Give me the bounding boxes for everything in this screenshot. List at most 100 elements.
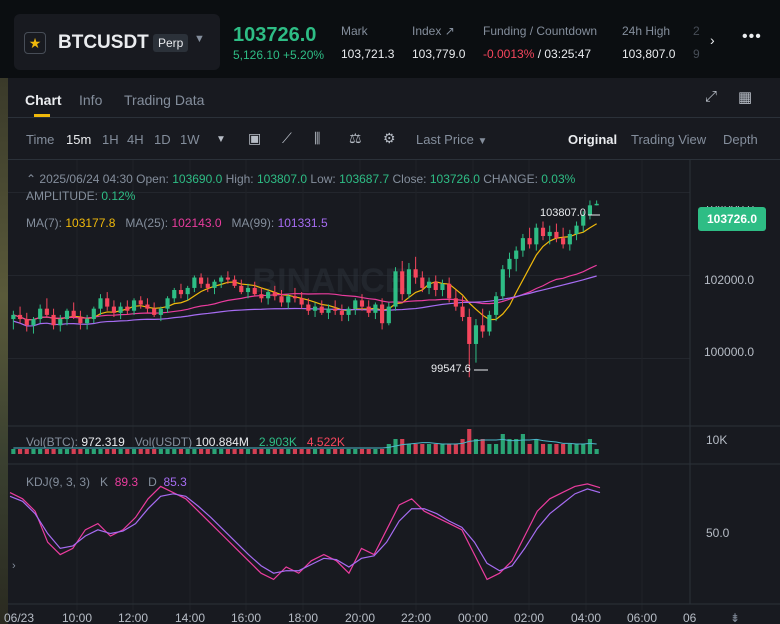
volume-bar (567, 444, 572, 454)
volume-bar (333, 449, 338, 454)
candle-body (91, 308, 96, 320)
view-depth[interactable]: Depth (723, 132, 758, 147)
more-icon[interactable]: ••• (742, 28, 762, 45)
stat-mark: Mark 103,721.3 (341, 24, 394, 61)
interval-1d[interactable]: 1D (154, 132, 171, 147)
view-original[interactable]: Original (568, 132, 618, 147)
volume-bar (359, 449, 365, 454)
volume-bar (574, 444, 579, 454)
volume-bar (561, 444, 566, 454)
time-axis-label: 06 (683, 611, 697, 624)
volume-bar (185, 449, 190, 454)
volume-bar (306, 449, 311, 454)
interval-4h[interactable]: 4H (127, 132, 144, 147)
chart-panel (8, 78, 780, 624)
layout-grid-icon[interactable]: ▦ (738, 89, 753, 106)
calendar-icon[interactable]: ▣ (248, 130, 262, 146)
ohlc-info: ⌃ 2025/06/24 04:30 Open: 103690.0 High: … (26, 171, 686, 205)
volume-bar (514, 439, 519, 454)
volume-bar (17, 449, 23, 454)
volume-bar (11, 449, 16, 454)
volume-bar (105, 449, 110, 454)
kdj-d-line (9, 488, 601, 574)
symbol-name[interactable]: BTCUSDT (58, 32, 149, 53)
change-label: CHANGE: (483, 172, 538, 186)
time-axis-reset-icon[interactable]: ⇟ (730, 611, 741, 624)
volume-bar (520, 434, 525, 454)
volume-bar (71, 449, 76, 454)
candle-body (199, 277, 204, 284)
drawing-tools-icon[interactable]: ⚖ (349, 130, 362, 146)
candle-body (306, 304, 311, 311)
volume-bar (339, 449, 344, 454)
contract-type-badge: Perp (153, 34, 189, 52)
stat-value: 103,779.0 (412, 47, 466, 61)
volume-bar (547, 444, 552, 454)
ma25-label: MA(25): (125, 216, 169, 230)
candle-body (433, 281, 438, 290)
candle-body (138, 300, 143, 305)
volume-bar (245, 449, 251, 454)
volume-bar (239, 449, 244, 454)
expand-icon[interactable]: ⤢ (705, 88, 718, 105)
kdj-k-value: 89.3 (114, 475, 139, 489)
tab-info[interactable]: Info (79, 92, 103, 108)
stat-value: 103,721.3 (341, 47, 395, 61)
volume-bar (534, 439, 539, 454)
time-axis-label: 06/23 (4, 611, 35, 624)
interval-15m[interactable]: 15m (66, 132, 92, 147)
volume-bar (131, 449, 137, 454)
gear-icon[interactable]: ⚙ (383, 130, 396, 146)
chevron-down-icon[interactable]: ▼ (194, 33, 205, 45)
candle-body (426, 281, 432, 288)
tab-trading-data[interactable]: Trading Data (124, 92, 205, 108)
candle-body (373, 304, 378, 313)
tab-chart[interactable]: Chart (25, 92, 62, 108)
volume-ma-line (13, 438, 597, 449)
candle-body (333, 308, 338, 311)
ohlc-datetime: 2025/06/24 04:30 (39, 172, 133, 186)
stat-value: 9 (693, 47, 700, 61)
candle-body (165, 298, 170, 309)
candle-body (125, 306, 130, 311)
candle-type-icon[interactable]: ⫼ (314, 130, 321, 146)
volume-bar (460, 439, 465, 454)
candle-body (145, 304, 150, 309)
candle-body (31, 319, 36, 326)
candle-body (547, 231, 552, 237)
volume-legend: Vol(BTC): 972.319 Vol(USDT) 100.884M 2.9… (26, 435, 345, 449)
volume-bar (192, 449, 197, 454)
vol-ma1-value: 2.903K (258, 435, 297, 449)
stat-truncated: 2 9 (693, 24, 703, 61)
volume-bar (64, 449, 70, 454)
favorite-star-icon[interactable]: ★ (24, 32, 46, 54)
stat-index[interactable]: Index ↗ 103,779.0 (412, 24, 465, 61)
low-label: Low: (310, 172, 336, 186)
chevron-right-icon[interactable]: › (710, 32, 715, 48)
candle-body (460, 306, 465, 317)
change-value: 0.03% (541, 172, 576, 186)
stat-label: 24h High (622, 24, 671, 38)
candle-body (286, 296, 291, 303)
candle-body (494, 296, 499, 315)
price-type-select[interactable]: Last Price ▼ (416, 132, 487, 147)
volume-bar (118, 449, 123, 454)
indicator-icon[interactable]: ⟋ (282, 130, 292, 146)
time-axis-label: 20:00 (345, 611, 376, 624)
candle-body (105, 298, 110, 307)
volume-bar (78, 449, 83, 454)
volume-bar (292, 449, 298, 454)
interval-1h[interactable]: 1H (102, 132, 119, 147)
price-axis-label: 102000.0 (704, 273, 755, 287)
interval-dropdown-icon[interactable]: ▼ (216, 134, 226, 145)
price-change: 5,126.10 +5.20% (233, 48, 325, 62)
collapse-icon[interactable]: ⌃ (26, 172, 37, 186)
chevron-right-icon[interactable]: › (12, 560, 16, 572)
amplitude-label: AMPLITUDE: (26, 189, 99, 203)
ma7-line (13, 223, 597, 321)
view-trading-view[interactable]: Trading View (631, 132, 707, 147)
time-axis-label: 06:00 (627, 611, 658, 624)
candle-body (527, 238, 532, 245)
interval-1w[interactable]: 1W (180, 132, 200, 147)
